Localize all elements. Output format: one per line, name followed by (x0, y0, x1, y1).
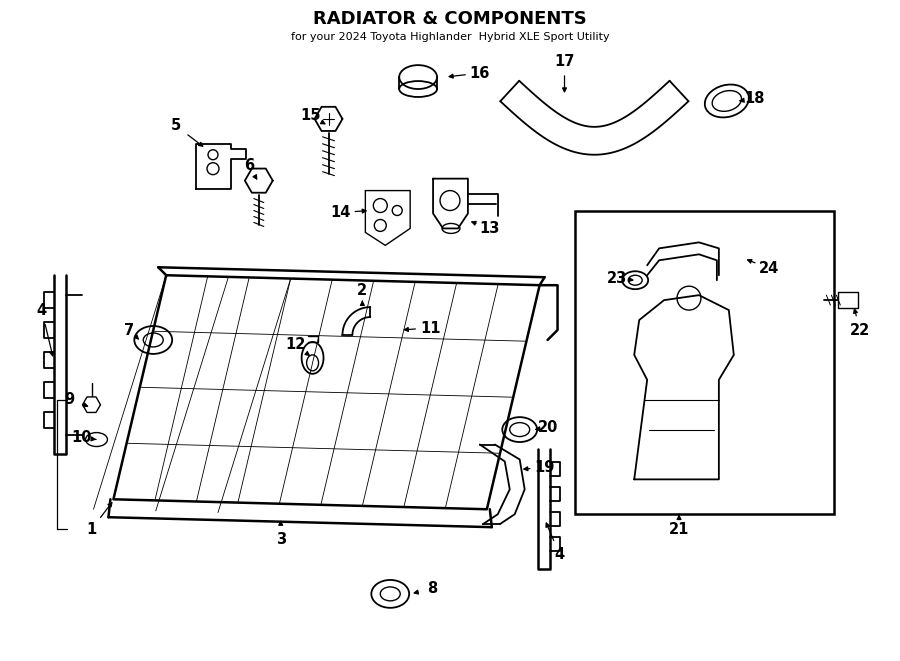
Text: 21: 21 (669, 522, 689, 537)
Text: 20: 20 (537, 420, 558, 435)
Text: 5: 5 (171, 118, 181, 134)
Bar (575, 210, 834, 514)
Text: 22: 22 (850, 323, 870, 338)
Text: 2: 2 (357, 283, 367, 297)
Text: 4: 4 (554, 547, 564, 562)
Text: 17: 17 (554, 54, 575, 69)
Text: 9: 9 (65, 392, 75, 407)
Text: 24: 24 (759, 260, 778, 276)
Text: 11: 11 (419, 321, 440, 336)
Text: for your 2024 Toyota Highlander  Hybrid XLE Sport Utility: for your 2024 Toyota Highlander Hybrid X… (291, 32, 609, 42)
Text: 13: 13 (480, 221, 500, 236)
Text: RADIATOR & COMPONENTS: RADIATOR & COMPONENTS (313, 11, 587, 28)
Text: 12: 12 (285, 337, 306, 352)
Text: 1: 1 (86, 522, 96, 537)
Text: 7: 7 (124, 323, 134, 338)
Text: 6: 6 (244, 158, 254, 173)
Text: 23: 23 (608, 271, 627, 286)
Text: 19: 19 (535, 460, 554, 475)
Text: 8: 8 (427, 582, 437, 596)
Text: 3: 3 (275, 531, 286, 547)
Text: 15: 15 (301, 108, 320, 124)
Text: 16: 16 (470, 65, 490, 81)
Text: 14: 14 (330, 205, 351, 220)
Text: 18: 18 (744, 91, 765, 106)
Text: 4: 4 (37, 303, 47, 317)
Text: 10: 10 (71, 430, 92, 445)
